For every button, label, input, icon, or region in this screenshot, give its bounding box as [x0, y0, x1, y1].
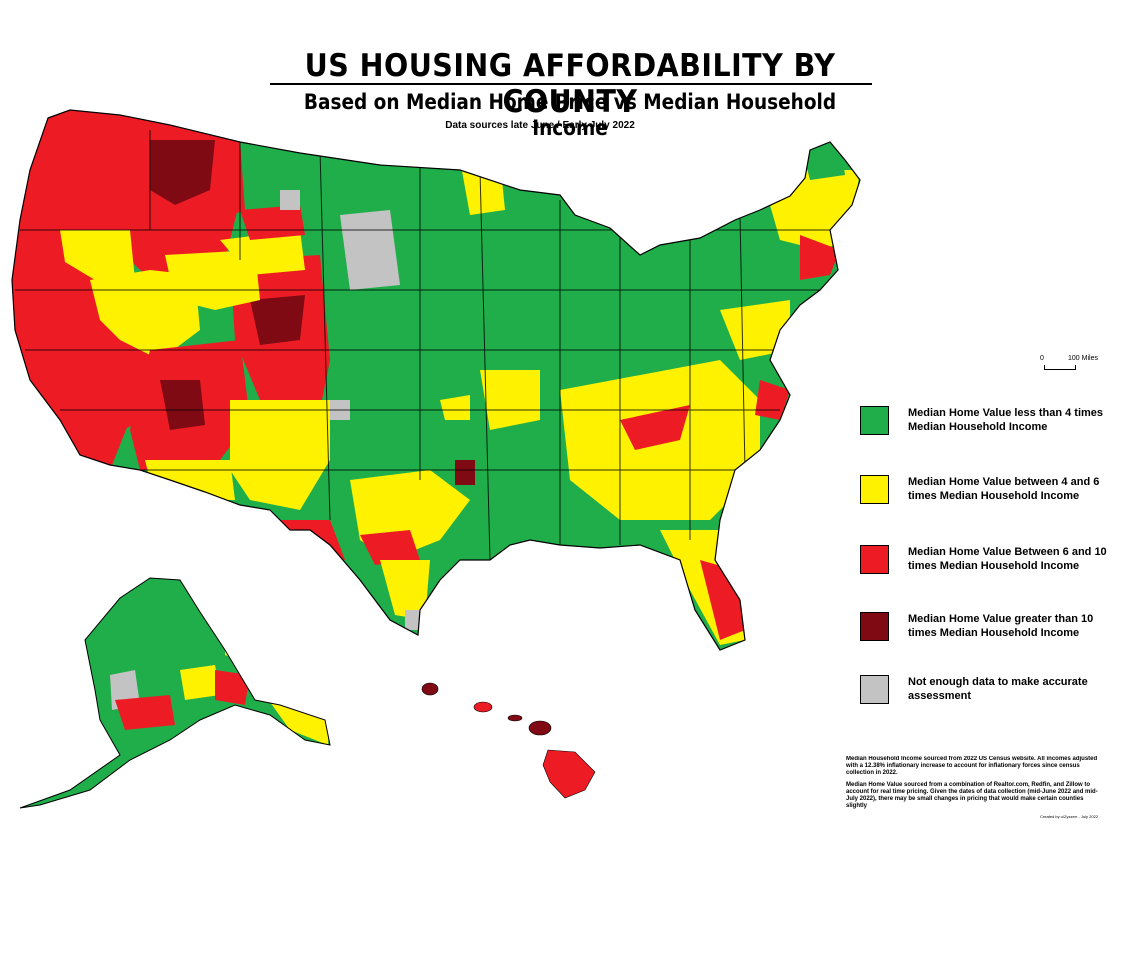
legend-swatch-yellow [860, 475, 889, 504]
legend-label-dark-red: Median Home Value greater than 10 times … [908, 613, 1094, 639]
region-red-massachusetts [800, 235, 840, 280]
region-yellow-oregon [60, 230, 135, 280]
region-darkred-arizona [160, 380, 205, 430]
legend-swatch-red [860, 545, 889, 574]
legend-label-red: Median Home Value Between 6 and 10 times… [908, 546, 1107, 572]
legend-label-green: Median Home Value less than 4 times Medi… [908, 407, 1104, 433]
legend-item-red: Median Home Value Between 6 and 10 times… [860, 545, 1120, 577]
hawaii-kauai [421, 682, 439, 696]
legend-label-yellow: Median Home Value between 4 and 6 times … [908, 476, 1100, 502]
hawaii-molokai [507, 714, 523, 722]
scale-zero-label: 0 [1040, 355, 1044, 362]
map-subtitle: Based on Median Home Price vs Median Hou… [303, 90, 837, 140]
region-yellow-missouri [480, 370, 540, 430]
data-sources-note: Data sources late June / Early July 2022 [445, 120, 635, 131]
alaska [20, 578, 330, 808]
region-yellow-new-mexico [230, 400, 330, 510]
alaska-red-southwest [115, 695, 175, 730]
legend-item-green: Median Home Value less than 4 times Medi… [860, 406, 1120, 438]
author-credit: Created by u/Zyzzerr - July 2022 [1040, 814, 1099, 819]
scale-distance-label: 100 Miles [1068, 355, 1098, 362]
scale-bar: 0 100 Miles [1040, 355, 1110, 375]
region-gray-plains [340, 210, 400, 290]
alaska-yellow-southeast [265, 695, 330, 745]
scale-bar-line [1044, 365, 1076, 370]
region-darkred-colorado [250, 295, 305, 345]
hawaii-big-island [542, 749, 596, 799]
hawaii-oahu [473, 701, 493, 713]
region-red-central-texas [360, 530, 420, 565]
region-darkred-oklahoma [455, 460, 475, 485]
hawaii [421, 682, 596, 799]
region-yellow-arkansas [440, 395, 470, 420]
region-red-appalachia [620, 405, 690, 450]
region-red-wyoming [240, 205, 305, 240]
value-source-note: Median Home Value sourced from a combina… [846, 782, 1098, 809]
region-gray-montana [280, 190, 300, 210]
methodology-notes: Median Household Income sourced from 202… [846, 756, 1101, 812]
legend-swatch-dark-red [860, 612, 889, 641]
region-gray-south-texas [405, 610, 420, 630]
legend-swatch-gray [860, 675, 889, 704]
region-yellow-south-texas [380, 560, 430, 620]
region-darkred-idaho [150, 140, 215, 205]
region-yellow-wyoming [220, 230, 305, 275]
income-source-note: Median Household Income sourced from 202… [846, 756, 1098, 776]
us-outline [11, 109, 861, 651]
alaska-outline [19, 577, 331, 809]
legend-swatch-green [860, 406, 889, 435]
region-yellow-south-arizona [145, 460, 235, 500]
legend-item-dark-red: Median Home Value greater than 10 times … [860, 612, 1120, 644]
legend-item-gray: Not enough data to make accurate assessm… [860, 675, 1120, 707]
alaska-red-anchorage [215, 670, 250, 705]
hawaii-maui [528, 720, 552, 736]
state-borders [15, 130, 840, 561]
title-underline [270, 83, 872, 85]
region-yellow-mid-atlantic [720, 300, 790, 360]
contiguous-us [12, 110, 860, 650]
alaska-yellow-central [180, 665, 220, 700]
legend-item-yellow: Median Home Value between 4 and 6 times … [860, 475, 1120, 507]
map-title: US HOUSING AFFORDABILITY BY COUNTY [304, 48, 836, 120]
region-yellow-utah [165, 250, 260, 310]
region-yellow-nevada [90, 270, 200, 360]
legend-label-gray: Not enough data to make accurate assessm… [908, 676, 1088, 702]
